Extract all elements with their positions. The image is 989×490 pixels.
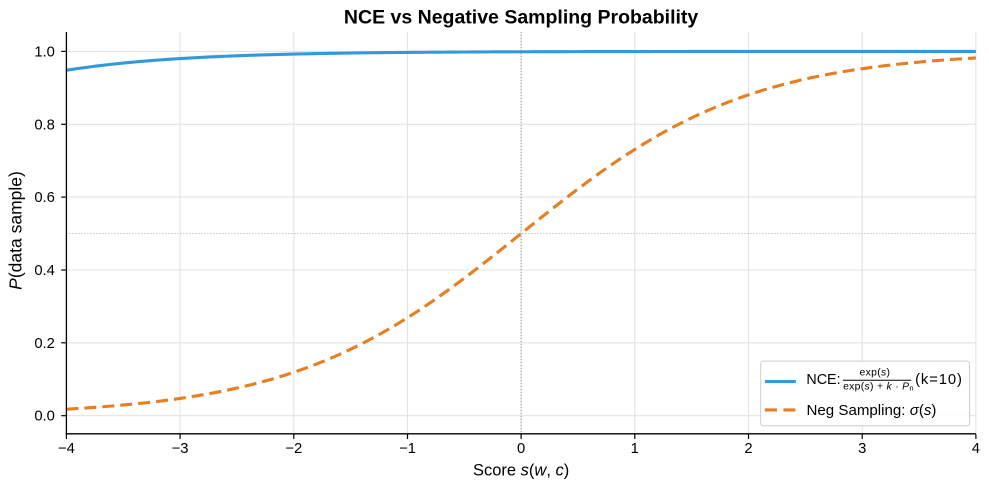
svg-text:0.4: 0.4 xyxy=(34,263,55,279)
svg-text:exp(s) + k · Pn: exp(s) + k · Pn xyxy=(843,381,914,392)
svg-text:0.8: 0.8 xyxy=(34,117,55,133)
svg-text:1.0: 1.0 xyxy=(34,44,55,60)
svg-text:2: 2 xyxy=(744,441,752,457)
svg-text:NCE vs Negative Sampling Proba: NCE vs Negative Sampling Probability xyxy=(344,7,698,29)
svg-text:−1: −1 xyxy=(399,441,416,457)
svg-text:1: 1 xyxy=(631,441,639,457)
svg-text:(k=10): (k=10) xyxy=(915,372,963,388)
svg-text:−4: −4 xyxy=(58,441,75,457)
svg-text:Score s(w, c): Score s(w, c) xyxy=(473,461,569,479)
svg-text:3: 3 xyxy=(858,441,866,457)
svg-text:0.6: 0.6 xyxy=(34,190,55,206)
svg-text:exp(s): exp(s) xyxy=(860,368,891,379)
svg-text:0: 0 xyxy=(517,441,525,457)
svg-text:P(data sample): P(data sample) xyxy=(6,171,26,290)
svg-text:0.2: 0.2 xyxy=(34,336,55,352)
svg-text:NCE:: NCE: xyxy=(806,372,840,388)
svg-text:−3: −3 xyxy=(172,441,189,457)
svg-text:0.0: 0.0 xyxy=(34,409,55,425)
svg-text:Neg Sampling: σ(s): Neg Sampling: σ(s) xyxy=(807,402,937,419)
svg-text:4: 4 xyxy=(972,441,980,457)
svg-text:−2: −2 xyxy=(285,441,302,457)
